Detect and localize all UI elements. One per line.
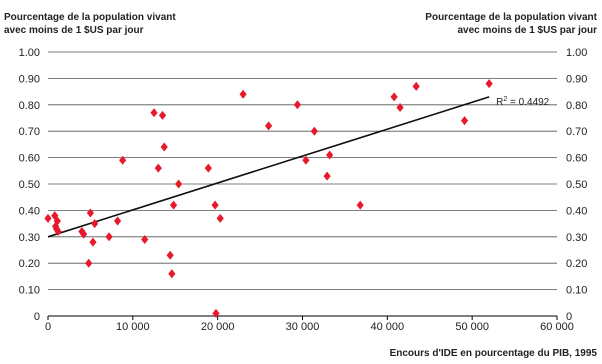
x-tick-label-1: 10 000 bbox=[116, 321, 150, 333]
data-point-0 bbox=[44, 213, 52, 223]
x-tick-label-0: 0 bbox=[45, 321, 51, 333]
data-point-18 bbox=[158, 110, 167, 120]
data-point-36 bbox=[390, 92, 398, 102]
y-tick-label-right-4: 0.40 bbox=[566, 205, 587, 217]
y-tick-label-left-3: 0.30 bbox=[19, 232, 40, 244]
y-tick-label-right-6: 0.60 bbox=[566, 153, 587, 165]
trendline bbox=[47, 96, 490, 238]
x-axis-label: Encours d'IDE en pourcentage du PIB, 199… bbox=[390, 348, 598, 359]
data-point-14 bbox=[119, 155, 127, 165]
data-point-11 bbox=[91, 219, 99, 229]
data-point-37 bbox=[396, 102, 404, 112]
data-point-10 bbox=[89, 237, 97, 247]
data-point-27 bbox=[216, 213, 224, 223]
x-tick-label-2: 20 000 bbox=[201, 321, 235, 333]
y-tick-label-right-8: 0.80 bbox=[566, 100, 587, 112]
x-tick-label-5: 50 000 bbox=[455, 321, 489, 333]
trendline-path bbox=[47, 96, 490, 238]
y-tick-label-left-4: 0.40 bbox=[19, 205, 40, 217]
x-tick-label-4: 40 000 bbox=[371, 321, 405, 333]
data-point-40 bbox=[485, 79, 493, 89]
data-point-4 bbox=[53, 216, 61, 226]
data-point-35 bbox=[356, 200, 364, 210]
y-axis-label-right-line-2: avec moins de 1 $US par jour bbox=[458, 25, 598, 36]
y-tick-label-left-2: 0.20 bbox=[19, 258, 40, 270]
x-tick-labels: 0 10 000 20 000 30 000 40 000 50 000 60 000 bbox=[45, 321, 574, 333]
y-tick-label-right-7: 0.70 bbox=[566, 126, 587, 138]
data-point-24 bbox=[204, 163, 212, 173]
data-point-25 bbox=[211, 200, 219, 210]
data-point-16 bbox=[150, 108, 158, 118]
y-tick-label-right-5: 0.50 bbox=[566, 179, 587, 191]
data-point-6 bbox=[78, 227, 86, 237]
r-squared-annotation: R2 = 0.4492 bbox=[496, 96, 550, 108]
data-point-26 bbox=[212, 308, 220, 318]
data-point-23 bbox=[175, 179, 183, 189]
y-axis-label-left: Pourcentage de la population vivant avec… bbox=[4, 12, 176, 36]
y-tick-label-left-8: 0.80 bbox=[19, 100, 40, 112]
y-tick-label-left-6: 0.60 bbox=[19, 153, 40, 165]
r-squared-value: = 0.4492 bbox=[507, 97, 549, 108]
data-point-19 bbox=[160, 142, 168, 152]
data-point-30 bbox=[293, 100, 302, 110]
data-point-12 bbox=[105, 232, 113, 242]
y-tick-label-right-0: 0 bbox=[566, 311, 572, 323]
data-point-29 bbox=[264, 121, 273, 131]
y-tick-label-left-0: 0 bbox=[34, 311, 40, 323]
y-tick-label-left-7: 0.70 bbox=[19, 126, 40, 138]
y-tick-label-right-3: 0.30 bbox=[566, 232, 587, 244]
data-point-20 bbox=[166, 250, 174, 260]
data-point-33 bbox=[323, 171, 331, 181]
x-tick-label-6: 60 000 bbox=[540, 321, 574, 333]
data-points bbox=[44, 79, 493, 318]
r-squared-sup: 2 bbox=[503, 96, 507, 103]
y-axis-label-right: Pourcentage de la population vivant avec… bbox=[425, 12, 597, 36]
y-tick-label-left-10: 1.00 bbox=[19, 47, 40, 59]
y-tick-label-right-10: 1.00 bbox=[566, 47, 587, 59]
grid-lines bbox=[48, 51, 557, 291]
r-squared-base: R bbox=[496, 97, 503, 108]
data-point-38 bbox=[412, 81, 420, 91]
data-point-7 bbox=[80, 229, 88, 239]
data-point-32 bbox=[310, 126, 318, 136]
data-point-15 bbox=[141, 234, 149, 244]
y-tick-labels-left: 0 0.10 0.20 0.30 0.40 0.50 0.60 0.70 0.80 0.90 1.0… bbox=[19, 47, 40, 323]
data-point-21 bbox=[168, 269, 176, 279]
data-point-17 bbox=[154, 163, 162, 173]
data-point-31 bbox=[302, 155, 310, 165]
data-point-39 bbox=[460, 116, 469, 126]
data-point-22 bbox=[169, 200, 178, 210]
y-tick-label-left-5: 0.50 bbox=[19, 179, 40, 191]
y-axis-label-right-line-1: Pourcentage de la population vivant bbox=[425, 12, 597, 23]
data-point-13 bbox=[113, 216, 122, 226]
y-tick-label-left-9: 0.90 bbox=[19, 73, 40, 85]
y-axis-label-left-line-1: Pourcentage de la population vivant bbox=[4, 12, 176, 23]
y-tick-label-right-1: 0.10 bbox=[566, 285, 587, 297]
data-point-8 bbox=[85, 258, 93, 268]
x-tick-label-3: 30 000 bbox=[286, 321, 320, 333]
axes bbox=[47, 315, 558, 320]
y-tick-label-right-2: 0.20 bbox=[566, 258, 587, 270]
data-point-5 bbox=[54, 227, 62, 237]
y-axis-label-left-line-2: avec moins de 1 $US par jour bbox=[4, 25, 144, 36]
data-point-9 bbox=[86, 208, 95, 218]
y-tick-labels-right: 0 0.10 0.20 0.30 0.40 0.50 0.60 0.70 0.80 0.90 1.0… bbox=[566, 47, 587, 323]
y-tick-label-right-9: 0.90 bbox=[566, 73, 587, 85]
data-point-28 bbox=[239, 89, 247, 99]
y-tick-label-left-1: 0.10 bbox=[19, 285, 40, 297]
data-point-34 bbox=[326, 150, 334, 160]
